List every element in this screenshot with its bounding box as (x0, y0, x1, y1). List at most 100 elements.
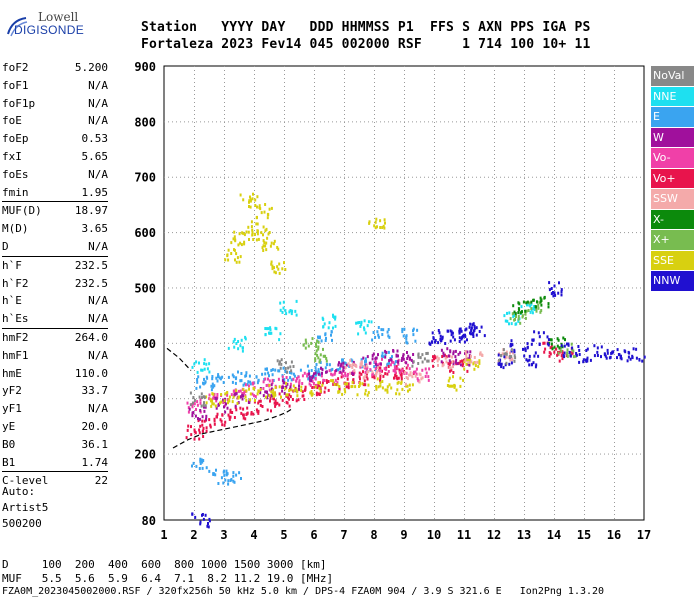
grid-dot (524, 278, 525, 279)
echo-pixel (330, 330, 333, 334)
echo-pixel (532, 338, 535, 342)
grid-dot (500, 121, 501, 123)
grid-dot (632, 398, 633, 400)
grid-dot (554, 226, 555, 227)
grid-dot (284, 234, 285, 235)
echo-pixel (198, 417, 201, 421)
grid-dot (416, 453, 417, 455)
grid-dot (554, 498, 555, 499)
grid-dot (344, 254, 345, 255)
echo-pixel (272, 397, 275, 401)
echo-pixel (412, 353, 415, 356)
grid-dot (224, 494, 225, 495)
echo-pixel (298, 387, 300, 391)
echo-pixel (363, 365, 366, 369)
echo-pixel (345, 385, 348, 389)
grid-dot (320, 342, 321, 344)
grid-dot (584, 186, 585, 187)
echo-pixel (363, 319, 366, 323)
grid-dot (314, 402, 315, 403)
echo-pixel (270, 383, 273, 387)
grid-dot (628, 287, 629, 289)
grid-dot (494, 490, 495, 491)
legend-item-vo: Vo+ (651, 168, 694, 188)
param-divider (2, 201, 108, 203)
grid-dot (572, 398, 573, 400)
echo-pixel (510, 361, 513, 365)
grid-dot (484, 453, 485, 455)
grid-dot (404, 470, 405, 471)
echo-pixel (461, 336, 464, 340)
grid-dot (494, 274, 495, 275)
grid-dot (614, 258, 615, 259)
echo-pixel (334, 315, 337, 319)
grid-dot (374, 406, 375, 407)
grid-dot (200, 232, 201, 234)
grid-dot (344, 342, 345, 344)
echo-pixel (540, 303, 543, 307)
grid-dot (284, 222, 285, 223)
grid-dot (236, 232, 237, 234)
grid-dot (464, 326, 465, 327)
grid-dot (272, 287, 273, 289)
echo-pixel (465, 355, 468, 359)
grid-dot (548, 176, 549, 178)
data-point (195, 375, 214, 392)
grid-dot (314, 214, 315, 215)
grid-dot (404, 426, 405, 427)
grid-dot (264, 176, 265, 178)
echo-pixel (542, 341, 545, 345)
grid-dot (554, 386, 555, 387)
grid-dot (488, 342, 489, 344)
grid-dot (340, 287, 341, 289)
grid-dot (404, 222, 405, 223)
grid-dot (612, 398, 613, 400)
grid-dot (254, 454, 255, 455)
echo-pixel (498, 360, 501, 364)
echo-pixel (537, 354, 540, 358)
grid-dot (614, 478, 615, 479)
echo-pixel (504, 352, 507, 356)
grid-dot (524, 418, 525, 419)
grid-dot (254, 486, 255, 487)
echo-pixel (556, 353, 559, 357)
echo-pixel (448, 359, 451, 363)
grid-dot (614, 86, 615, 87)
grid-dot (254, 306, 255, 307)
grid-dot (494, 246, 495, 247)
grid-dot (384, 398, 385, 400)
grid-dot (516, 342, 517, 344)
grid-dot (254, 506, 255, 507)
grid-dot (616, 342, 617, 344)
grid-dot (360, 121, 361, 123)
grid-dot (524, 142, 525, 143)
grid-dot (434, 514, 435, 515)
grid-dot (374, 198, 375, 199)
grid-dot (284, 366, 285, 367)
grid-dot (224, 232, 225, 234)
echo-pixel (244, 337, 247, 341)
data-point (210, 373, 225, 389)
grid-dot (284, 514, 285, 515)
grid-dot (374, 130, 375, 131)
echo-pixel (606, 348, 609, 352)
grid-dot (434, 334, 435, 335)
echo-pixel (402, 334, 405, 338)
grid-dot (314, 170, 315, 171)
echo-pixel (205, 414, 208, 418)
grid-dot (312, 342, 313, 344)
param-value: 5.65 (81, 149, 109, 163)
echo-pixel (508, 322, 510, 326)
grid-dot (314, 474, 315, 475)
echo-pixel (366, 355, 369, 359)
grid-dot (508, 176, 509, 178)
grid-dot (374, 314, 375, 315)
echo-pixel (283, 381, 286, 385)
echo-pixel (384, 355, 387, 359)
grid-dot (314, 194, 315, 195)
grid-dot (554, 426, 555, 427)
grid-dot (524, 186, 525, 187)
grid-dot (284, 466, 285, 467)
grid-dot (344, 442, 345, 443)
echo-pixel (401, 387, 404, 391)
